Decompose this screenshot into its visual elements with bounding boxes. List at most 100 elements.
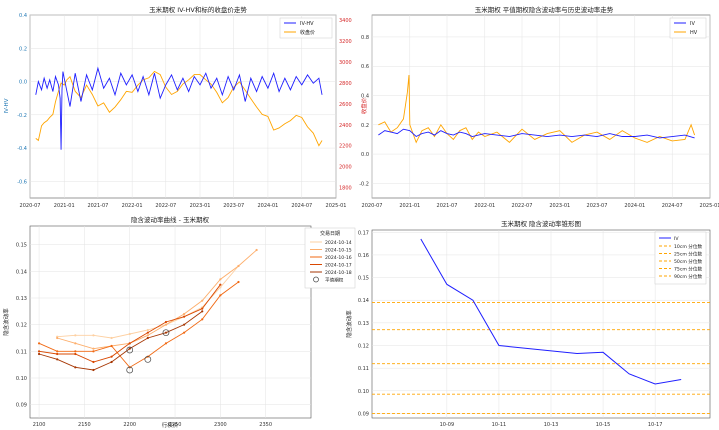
x-tick-label: 2022-01 — [122, 203, 143, 209]
y-tick-label: 0.8 — [361, 35, 369, 41]
y-tick-label: 0.11 — [16, 349, 27, 355]
plot-frame — [29, 225, 312, 419]
y-axis-label: IV-HV — [4, 98, 10, 113]
data-point — [182, 331, 186, 334]
y-tick-label: 0.09 — [358, 411, 369, 417]
data-point — [37, 352, 41, 356]
y2-tick-label: 2200 — [339, 144, 352, 150]
y-tick-label: 0.13 — [16, 296, 27, 302]
data-point — [146, 328, 149, 332]
grid — [30, 226, 311, 418]
data-point — [56, 336, 59, 340]
plot-frame — [29, 14, 337, 199]
tick-labels: 0.4 0.2 0.0 -0.2 -0.4 -0.6 3400 3200 3000 2800 260… — [17, 13, 352, 209]
legend-label: IV — [674, 236, 679, 242]
data-point — [110, 336, 113, 340]
data-point — [92, 334, 95, 337]
y-tick-label: 0.14 — [358, 298, 369, 304]
data-point — [74, 350, 77, 353]
legend-atm-marker — [313, 276, 319, 283]
data-point — [201, 318, 204, 321]
chart-title: 玉米期权 平值期权隐含波动率与历史波动率走势 — [475, 5, 614, 14]
x-tick-label: 2100 — [33, 422, 46, 428]
x-tick-label: 10-17 — [648, 422, 663, 428]
data-point — [74, 334, 77, 337]
data-point — [110, 344, 113, 348]
data-point — [182, 312, 186, 316]
x-tick-label: 2250 — [169, 422, 182, 428]
y2-tick-label: 3400 — [339, 18, 352, 24]
y2-axis-label: 收盘价 — [360, 97, 368, 114]
data-point — [182, 315, 186, 318]
x-tick-label: 2023-01 — [190, 203, 211, 209]
x-tick-label: 2023-07 — [587, 203, 608, 209]
y-tick-label: 0.15 — [358, 276, 369, 282]
x-tick-label: 2022-01 — [474, 203, 495, 209]
data-point — [74, 352, 77, 356]
x-tick-label: 2200 — [123, 422, 136, 428]
panel-iv-hv-price: 玉米期权 IV-HV和标的收盘价走势 0.4 0.2 0.0 -0.2 -0.4 -0.6… — [4, 5, 368, 209]
y-tick-label: -0.4 — [17, 146, 27, 152]
x-tick-label: 2021-01 — [399, 203, 420, 209]
y2-tick-label: 2000 — [339, 165, 352, 171]
y-tick-label: 0.12 — [358, 344, 369, 350]
x-tick-label: 10-13 — [544, 422, 559, 428]
series-line-iv — [378, 128, 695, 139]
y-tick-label: 0.17 — [358, 230, 369, 236]
legend: IV HV — [669, 17, 707, 39]
data-point — [56, 352, 59, 356]
y-tick-label: 0.2 — [361, 123, 369, 129]
x-tick-label: 2024-01 — [624, 203, 645, 209]
legend-label-close: 收盘价 — [300, 29, 315, 36]
x-tick-label: 2022-07 — [512, 203, 533, 209]
y2-tick-label: 2800 — [339, 81, 352, 87]
y-axis-label: 隐含波动率 — [345, 310, 353, 338]
y2-tick-label: 1800 — [339, 186, 352, 192]
x-tick-label: 2020-07 — [362, 203, 383, 209]
data-point — [128, 332, 131, 336]
tick-labels: 0.09 0.10 0.11 0.12 0.13 0.14 0.15 2100 2150 2200… — [16, 243, 272, 428]
x-tick-label: 2021-01 — [54, 203, 75, 209]
x-tick-label: 2023-07 — [223, 203, 244, 209]
y-tick-label: -0.2 — [17, 113, 27, 119]
y-tick-label: 0.4 — [19, 13, 27, 19]
y2-tick-label: 3000 — [339, 60, 352, 66]
data-point — [37, 342, 41, 345]
y-tick-label: 0.4 — [361, 94, 369, 100]
data-point — [92, 360, 95, 364]
legend-label: 2024-10-17 — [325, 263, 352, 269]
series-lines — [35, 66, 323, 150]
y-tick-label: -0.6 — [17, 179, 27, 185]
tick-labels: 0.8 0.6 0.4 0.2 0.0 -0.2 2020-07 2021-01 2021-07… — [359, 35, 719, 209]
y-tick-label: 0.0 — [19, 80, 27, 86]
y-tick-label: 0.16 — [358, 253, 369, 259]
data-point — [110, 360, 113, 364]
x-tick-label: 2025-01 — [326, 203, 347, 209]
grid — [371, 15, 711, 198]
tick-labels: 0.09 0.10 0.11 0.12 0.13 0.14 0.15 0.16 0.17 10-0… — [358, 230, 663, 428]
y-tick-label: -0.2 — [359, 181, 369, 187]
series-line-2024-10-15 — [57, 249, 257, 350]
data-point — [164, 331, 168, 334]
data-point — [237, 280, 240, 284]
x-axis-label: 行权价 — [162, 421, 179, 429]
y-tick-label: 0.09 — [16, 403, 27, 409]
series-line-2024-10-16 — [38, 281, 239, 368]
legend-label: 90cm 分位数 — [674, 273, 702, 280]
x-tick-label: 2020-07 — [20, 203, 41, 209]
data-point — [164, 342, 168, 345]
data-point — [201, 299, 204, 302]
legend-label: 75cm 分位数 — [674, 266, 702, 273]
y-tick-label: 0.0 — [361, 152, 369, 158]
atm-marker — [126, 366, 134, 374]
series-line-2024-10-18 — [38, 310, 203, 371]
data-point — [92, 368, 95, 372]
legend: IV-HV 收盘价 — [279, 17, 333, 39]
series-line-iv-hv — [35, 66, 323, 150]
y-tick-label: 0.2 — [19, 46, 27, 52]
panel-vol-smile: 隐含波动率曲线 - 玉米期权 0.090.100.110.120.130.140… — [2, 215, 356, 429]
atm-marker — [144, 355, 152, 363]
